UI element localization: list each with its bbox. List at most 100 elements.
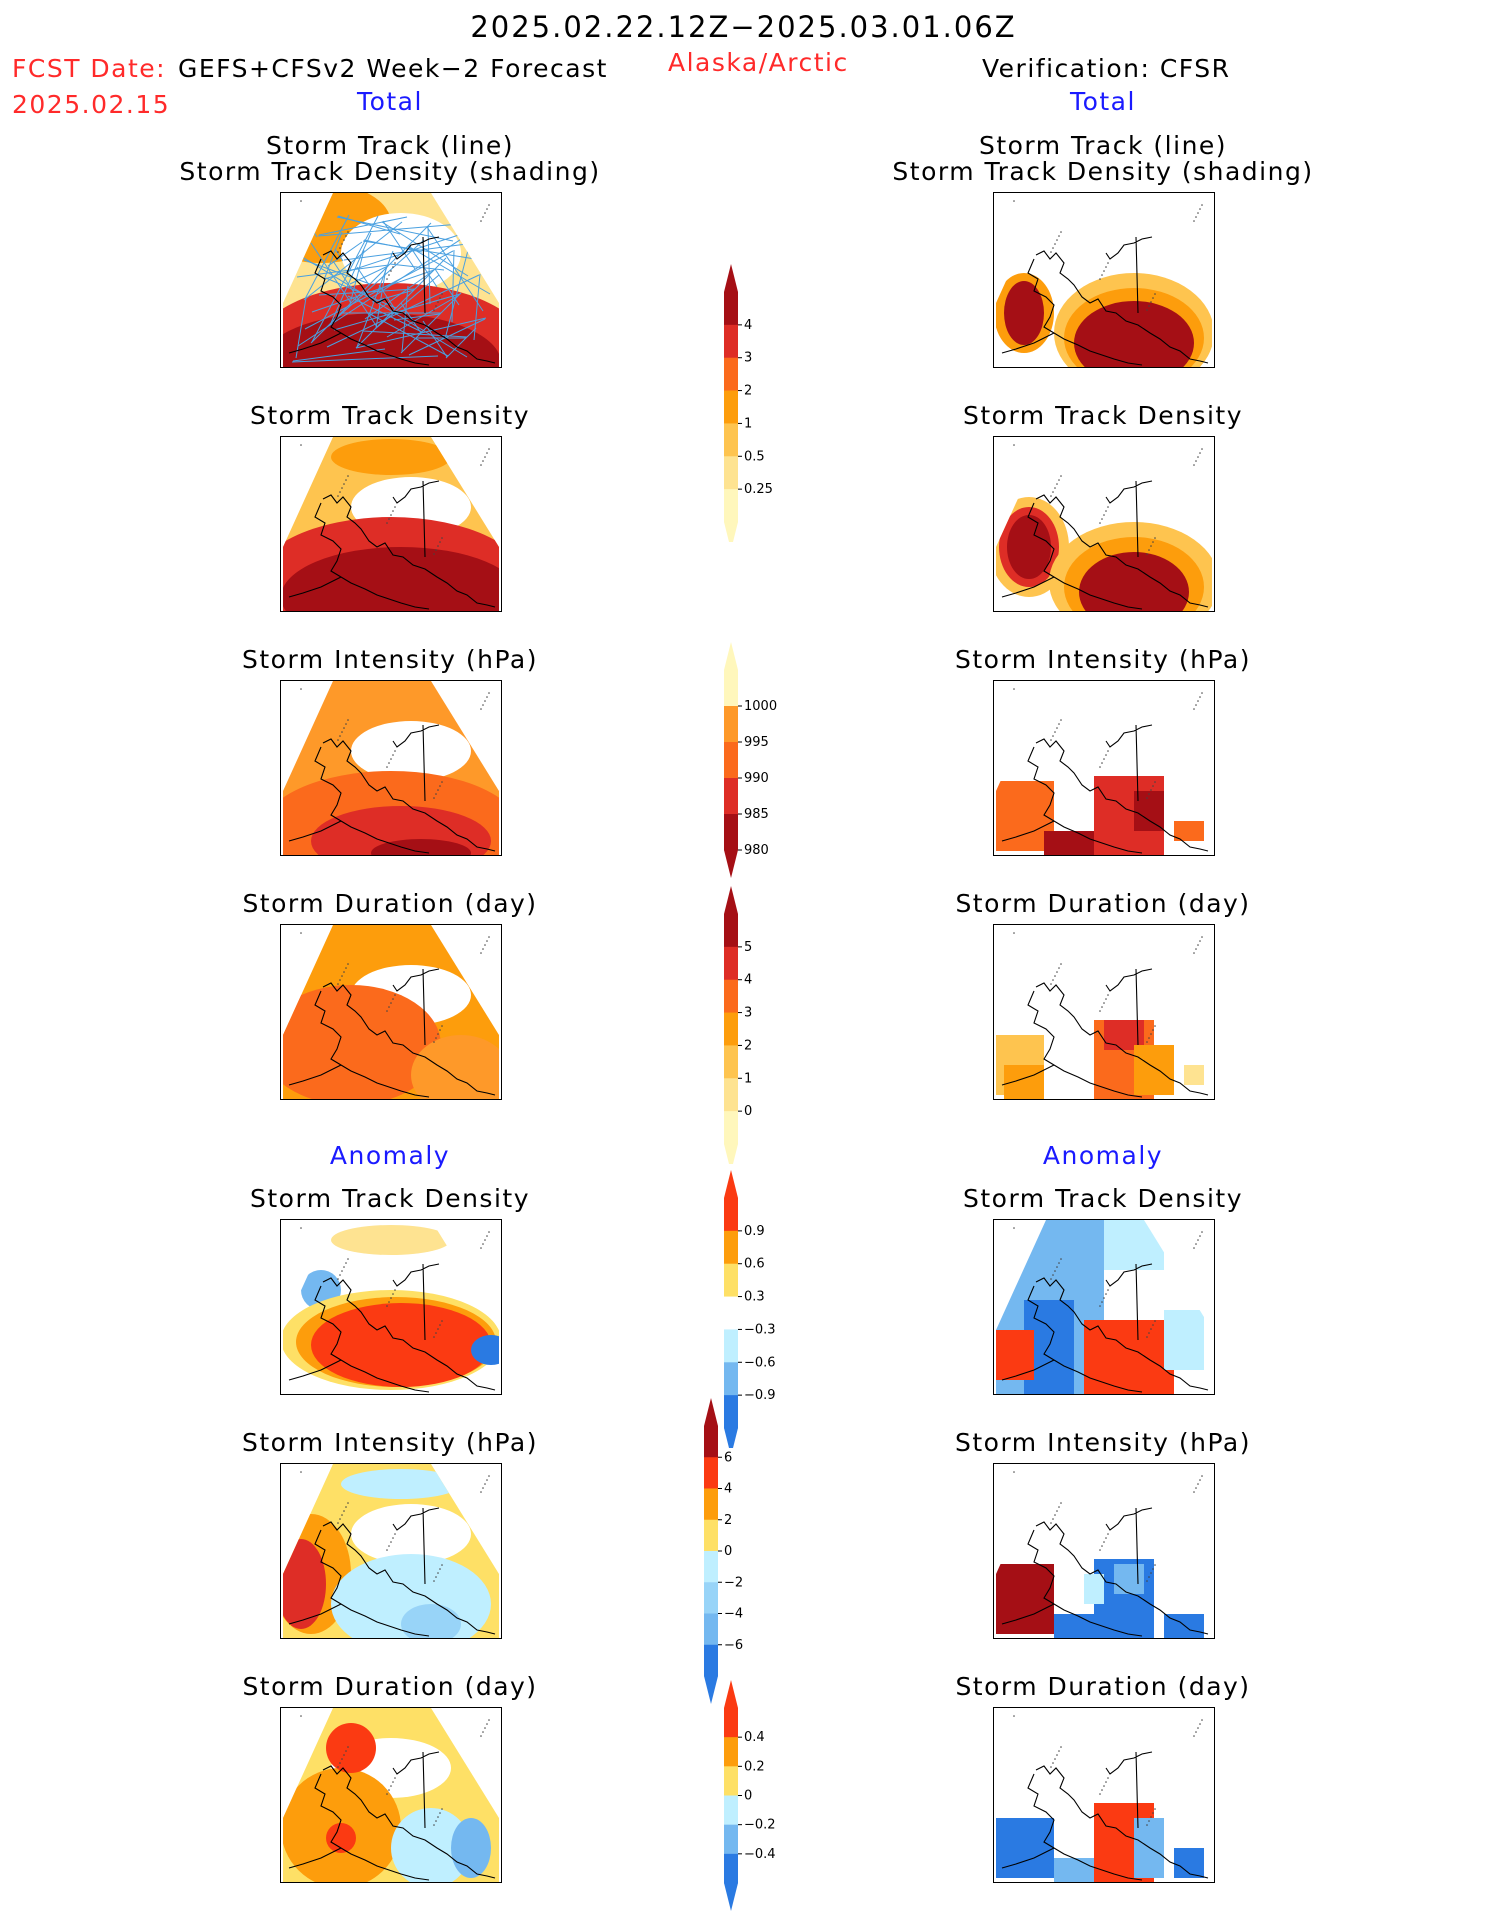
map-field xyxy=(996,1220,1212,1394)
grid-dot xyxy=(1199,1235,1201,1237)
storm-track-line xyxy=(426,226,484,312)
grid-dot xyxy=(437,545,439,547)
colorbar-label: −0.9 xyxy=(744,1388,776,1403)
map-density-right xyxy=(993,436,1215,612)
colorbar-label: −2 xyxy=(724,1575,743,1590)
grid-dot xyxy=(439,1324,441,1326)
colorbar-label: −0.4 xyxy=(744,1847,776,1862)
grid-dot xyxy=(482,948,484,950)
title-intensity-right: Storm Intensity (hPa) xyxy=(955,645,1251,674)
grid-dot xyxy=(1148,305,1150,307)
grid-dot xyxy=(388,1545,390,1547)
grid-dot xyxy=(337,251,339,253)
storm-track-line xyxy=(291,355,439,363)
grid-dot xyxy=(1193,1735,1195,1737)
storm-track-line xyxy=(298,254,468,358)
grid-dot xyxy=(1201,936,1203,938)
grid-dot xyxy=(1152,1324,1154,1326)
grid-dot xyxy=(300,932,302,934)
storm-track-line xyxy=(408,244,438,288)
grid-dot xyxy=(394,262,396,264)
colorbar-label: 980 xyxy=(744,843,769,858)
shade-region xyxy=(1164,1310,1204,1370)
grid-dot xyxy=(1056,1754,1058,1756)
grid-dot xyxy=(1152,785,1154,787)
shade-region xyxy=(331,1225,451,1255)
map-field xyxy=(283,193,499,367)
grid-dot xyxy=(433,797,435,799)
grid-dot xyxy=(388,762,390,764)
grid-dot xyxy=(339,979,341,981)
grid-dot xyxy=(1107,1289,1109,1291)
map-anom-density-right xyxy=(993,1219,1215,1395)
colorbar-swatch xyxy=(724,979,738,1014)
grid-dot xyxy=(1058,479,1060,481)
grid-dot xyxy=(1099,1010,1101,1012)
colorbar-swatch xyxy=(704,1457,718,1489)
grid-dot xyxy=(1060,231,1062,233)
grid-dot xyxy=(1054,1270,1056,1272)
grid-dot xyxy=(486,1723,488,1725)
grid-dot xyxy=(392,1293,394,1295)
grid-dot xyxy=(1052,979,1054,981)
storm-track-line xyxy=(292,348,386,362)
grid-dot xyxy=(1101,1789,1103,1791)
grid-dot xyxy=(390,514,392,516)
title-anom-intensity-left: Storm Intensity (hPa) xyxy=(242,1428,538,1457)
grid-dot xyxy=(1013,932,1015,934)
title-anom-intensity-right: Storm Intensity (hPa) xyxy=(955,1428,1251,1457)
colorbar-total-density: 4 3 2 1 0.5 0.25 xyxy=(724,264,773,542)
colorbar-label: 4 xyxy=(724,1482,732,1497)
storm-track-line xyxy=(304,214,350,300)
coastline xyxy=(1001,1751,1209,1881)
title-anom-density-right: Storm Track Density xyxy=(962,1184,1243,1213)
grid-dot xyxy=(1105,998,1107,1000)
grid-dot xyxy=(433,553,435,555)
colorbar-label: 0.6 xyxy=(744,1257,765,1272)
coastline xyxy=(288,968,496,1098)
grid-dot xyxy=(1201,1231,1203,1233)
grid-dot xyxy=(1195,1731,1197,1733)
coastline xyxy=(1001,724,1209,854)
grid-dot xyxy=(439,1812,441,1814)
grid-dot xyxy=(1058,967,1060,969)
grid-dot xyxy=(1152,1568,1154,1570)
grid-dot xyxy=(1099,522,1101,524)
grid-dot xyxy=(1013,1471,1015,1473)
storm-track-line xyxy=(304,250,454,330)
colorbar-total-duration: 5 4 3 2 1 0 xyxy=(724,886,752,1164)
storm-track-line xyxy=(355,317,487,349)
map-duration-left xyxy=(280,924,502,1100)
grid-dot xyxy=(482,216,484,218)
grid-dot xyxy=(1103,758,1105,760)
grid-dot xyxy=(345,1506,347,1508)
grid-dot xyxy=(1146,797,1148,799)
grid-dot xyxy=(1050,739,1052,741)
storm-track-line xyxy=(389,263,445,271)
colorbar-bottom-arrow xyxy=(724,1144,738,1164)
colorbar-swatch xyxy=(724,814,738,851)
grid-dot xyxy=(1146,1041,1148,1043)
anomaly-label-left: Anomaly xyxy=(329,1141,451,1170)
grid-dot xyxy=(1201,204,1203,206)
grid-dot xyxy=(1052,1274,1054,1276)
grid-dot xyxy=(1101,1301,1103,1303)
grid-dot xyxy=(1154,1025,1156,1027)
shade-region xyxy=(1007,515,1051,579)
storm-track-line xyxy=(369,313,449,357)
storm-track-line xyxy=(378,284,396,310)
grid-dot xyxy=(1060,719,1062,721)
coastline xyxy=(288,1751,496,1881)
region-title: Alaska/Arctic xyxy=(668,48,849,77)
grid-dot xyxy=(1058,1506,1060,1508)
grid-dot xyxy=(1148,1332,1150,1334)
grid-dot xyxy=(1056,1510,1058,1512)
colorbar-bottom-arrow xyxy=(724,850,738,878)
grid-dot xyxy=(345,967,347,969)
map-field xyxy=(996,1464,1212,1638)
grid-dot xyxy=(1107,506,1109,508)
grid-dot xyxy=(337,1522,339,1524)
grid-dot xyxy=(484,944,486,946)
colorbar-swatch xyxy=(724,1737,738,1767)
colorbar-swatch xyxy=(724,1329,738,1363)
